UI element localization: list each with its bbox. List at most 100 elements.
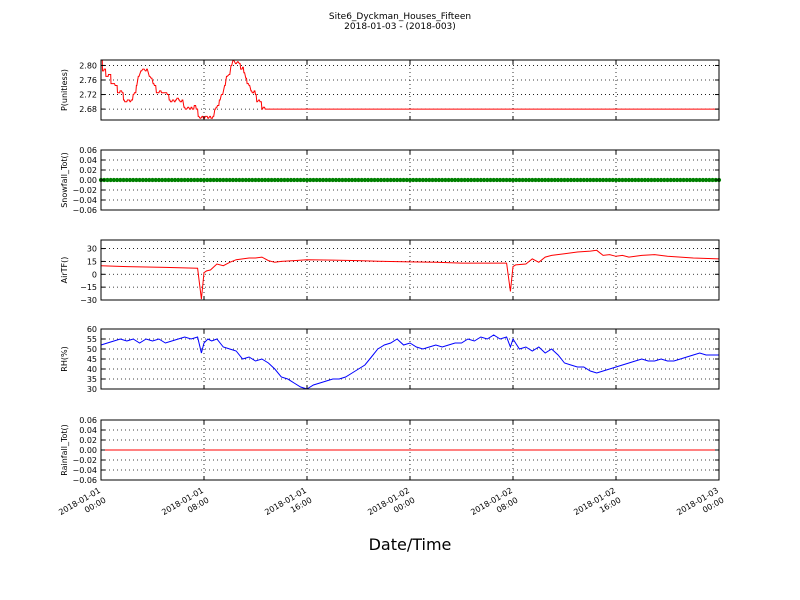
data-point — [478, 177, 483, 183]
data-point — [620, 177, 625, 183]
data-point — [456, 177, 461, 183]
data-point — [378, 177, 384, 183]
data-point — [269, 177, 274, 183]
data-point — [465, 177, 471, 183]
data-point — [250, 177, 255, 183]
y-tick-label: 2.72 — [79, 91, 97, 100]
data-point — [256, 177, 261, 183]
data-point — [411, 177, 416, 183]
y-tick-label: 0.00 — [79, 446, 97, 455]
y-tick-label: 40 — [87, 365, 97, 374]
data-point — [198, 177, 203, 183]
data-point — [327, 177, 332, 183]
data-point — [420, 177, 425, 183]
data-point — [539, 177, 545, 183]
data-point — [169, 177, 174, 183]
data-point — [118, 177, 123, 183]
data-point — [304, 177, 310, 183]
y-tick-label: −0.04 — [72, 196, 97, 205]
data-point — [700, 177, 706, 183]
data-point — [369, 177, 374, 183]
data-point — [671, 177, 677, 183]
data-point — [221, 177, 226, 183]
y-tick-label: −0.02 — [72, 456, 97, 465]
data-point — [488, 177, 493, 183]
data-point — [498, 177, 503, 183]
data-point — [584, 177, 590, 183]
data-point — [311, 177, 316, 183]
series-line — [100, 249, 720, 300]
data-point — [414, 177, 419, 183]
data-point — [501, 177, 506, 183]
y-tick-label: 0.06 — [79, 146, 97, 155]
data-point — [507, 177, 512, 183]
data-point — [433, 177, 438, 183]
data-point — [555, 177, 561, 183]
data-point — [382, 177, 387, 183]
data-point — [359, 177, 364, 183]
data-point — [292, 177, 297, 183]
data-point — [259, 177, 265, 183]
data-point — [678, 177, 683, 183]
y-tick-label: 0.04 — [79, 426, 97, 435]
data-point — [668, 177, 673, 183]
data-point — [530, 177, 535, 183]
data-point — [391, 177, 397, 183]
data-point — [559, 177, 564, 183]
data-point — [665, 177, 670, 183]
data-point — [398, 177, 403, 183]
data-point — [182, 177, 187, 183]
data-point — [301, 177, 306, 183]
y-tick-label: 2.76 — [79, 76, 97, 85]
data-point — [108, 177, 113, 183]
data-point — [356, 177, 361, 183]
y-axis-label: RH(%) — [60, 346, 69, 371]
data-point — [333, 177, 339, 183]
data-point — [604, 177, 609, 183]
data-point — [131, 177, 136, 183]
data-point — [388, 177, 393, 183]
data-point — [295, 177, 300, 183]
data-point — [324, 177, 329, 183]
data-point — [179, 177, 184, 183]
y-tick-label: 45 — [87, 355, 97, 364]
data-point — [594, 177, 599, 183]
data-point — [134, 177, 139, 183]
y-axis-label: Snowfall_Tot() — [60, 152, 69, 208]
y-tick-label: 0.04 — [79, 156, 97, 165]
data-point — [710, 177, 715, 183]
data-point — [568, 177, 574, 183]
data-point — [172, 177, 178, 183]
data-point — [658, 177, 664, 183]
y-tick-label: −0.06 — [72, 476, 97, 485]
data-point — [263, 177, 268, 183]
data-point — [156, 177, 162, 183]
data-point — [549, 177, 554, 183]
data-point — [610, 177, 615, 183]
data-point — [337, 177, 342, 183]
data-point — [189, 177, 194, 183]
data-point — [298, 177, 303, 183]
data-point — [440, 177, 445, 183]
data-point — [147, 177, 152, 183]
y-tick-label: −15 — [80, 283, 97, 292]
data-point — [308, 177, 313, 183]
data-point — [543, 177, 548, 183]
panel-2: 0.060.040.020.00−0.02−0.04−0.06Snowfall_… — [60, 146, 722, 215]
data-point — [227, 177, 232, 183]
data-point — [279, 177, 284, 183]
data-point — [526, 177, 532, 183]
data-point — [208, 177, 213, 183]
data-point — [449, 177, 454, 183]
data-point — [523, 177, 528, 183]
panel-3: 30 15 0 −15 −30 AirTF() — [60, 239, 720, 305]
data-point — [646, 177, 651, 183]
data-point — [436, 177, 442, 183]
data-point — [565, 177, 570, 183]
x-axis-label: Date/Time — [369, 535, 452, 554]
data-point — [681, 177, 686, 183]
data-point — [626, 177, 631, 183]
data-point — [266, 177, 271, 183]
